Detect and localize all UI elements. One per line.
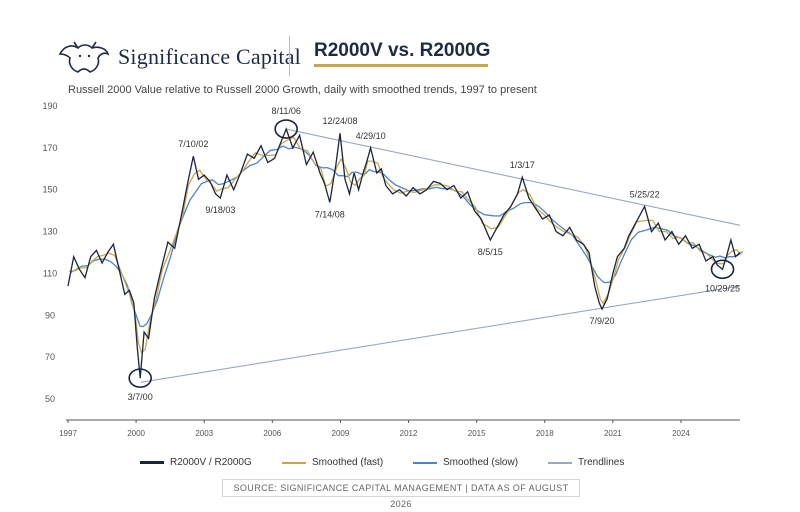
y-tick-label: 150 bbox=[42, 185, 57, 195]
x-tick-label: 2000 bbox=[127, 429, 145, 438]
chart-legend: R2000V / R2000G Smoothed (fast) Smoothed… bbox=[0, 457, 800, 471]
trendline bbox=[285, 128, 741, 226]
legend-label-fast: Smoothed (fast) bbox=[312, 457, 384, 468]
source-note: SOURCE: SIGNIFICANCE CAPITAL MANAGEMENT … bbox=[222, 479, 580, 509]
x-tick-label: 2003 bbox=[195, 429, 213, 438]
annotation-label: 1/3/17 bbox=[510, 160, 535, 170]
x-axis: 1997 2000 2003 2006 2009 2012 2015 2018 2021 2024 bbox=[59, 419, 740, 438]
y-tick-label: 130 bbox=[42, 227, 57, 237]
annotations: 3/7/00 8/11/06 10/29/25 7/10/02 9/18/03 12/24… bbox=[128, 106, 740, 402]
trendlines bbox=[140, 128, 741, 383]
legend-swatch-ratio bbox=[140, 461, 164, 464]
annotation-label: 8/11/06 bbox=[271, 106, 300, 116]
x-tick-label: 2015 bbox=[468, 429, 486, 438]
y-tick-label: 110 bbox=[43, 268, 57, 278]
annotation-label: 8/5/15 bbox=[478, 247, 503, 257]
annotation-label: 3/7/00 bbox=[128, 392, 153, 402]
x-tick-label: 2006 bbox=[263, 429, 281, 438]
annotation-label: 9/18/03 bbox=[205, 205, 235, 215]
y-tick-label: 90 bbox=[45, 310, 55, 320]
legend-item-ratio: R2000V / R2000G bbox=[140, 457, 252, 468]
annotation-circle bbox=[274, 119, 298, 139]
series-line-slow bbox=[70, 145, 744, 328]
legend-item-slow: Smoothed (slow) bbox=[413, 457, 518, 468]
y-tick-label: 170 bbox=[42, 143, 57, 153]
annotation-label: 7/9/20 bbox=[589, 316, 614, 326]
legend-item-trend: Trendlines bbox=[548, 457, 624, 468]
y-axis: 50 70 90 110 130 150 170 190 bbox=[42, 101, 57, 404]
annotation-circle bbox=[710, 259, 735, 280]
y-tick-label: 70 bbox=[45, 352, 55, 362]
annotation-label: 7/14/08 bbox=[315, 209, 345, 219]
chart-subtitle: Russell 2000 Value relative to Russell 2… bbox=[68, 84, 537, 96]
annotation-label: 12/24/08 bbox=[322, 116, 357, 126]
x-tick-label: 2009 bbox=[332, 429, 350, 438]
x-tick-label: 1997 bbox=[59, 429, 77, 438]
annotation-label: 4/29/10 bbox=[356, 131, 386, 141]
legend-label-slow: Smoothed (slow) bbox=[443, 457, 519, 468]
legend-swatch-trend bbox=[548, 461, 572, 464]
annotation-label: 5/25/22 bbox=[630, 189, 660, 199]
x-tick-label: 2021 bbox=[604, 429, 622, 438]
series-line-ratio bbox=[67, 127, 741, 379]
annotation-label: 7/10/02 bbox=[178, 139, 208, 149]
legend-swatch-fast bbox=[282, 461, 306, 464]
legend-swatch-slow bbox=[413, 461, 437, 464]
chart-header: Significance Capital R2000V vs. R2000G R… bbox=[0, 0, 800, 96]
x-tick-label: 2024 bbox=[672, 429, 690, 438]
series-line-fast bbox=[69, 136, 742, 354]
header-divider bbox=[289, 36, 290, 76]
y-tick-label: 50 bbox=[45, 394, 55, 404]
legend-label-ratio: R2000V / R2000G bbox=[170, 457, 252, 468]
series-lines bbox=[67, 127, 744, 379]
y-tick-label: 190 bbox=[42, 101, 57, 111]
brand-name: Significance Capital bbox=[118, 44, 301, 69]
legend-item-fast: Smoothed (fast) bbox=[282, 457, 383, 468]
legend-label-trend: Trendlines bbox=[578, 457, 625, 468]
chart-title: R2000V vs. R2000G bbox=[314, 40, 491, 61]
title-underline bbox=[314, 64, 488, 67]
bull-bear-logo-icon bbox=[58, 41, 110, 73]
x-tick-label: 2018 bbox=[536, 429, 554, 438]
x-tick-label: 2012 bbox=[400, 429, 418, 438]
trendline bbox=[140, 285, 741, 383]
annotation-label: 10/29/25 bbox=[705, 283, 740, 293]
annotation-circle bbox=[128, 368, 152, 388]
